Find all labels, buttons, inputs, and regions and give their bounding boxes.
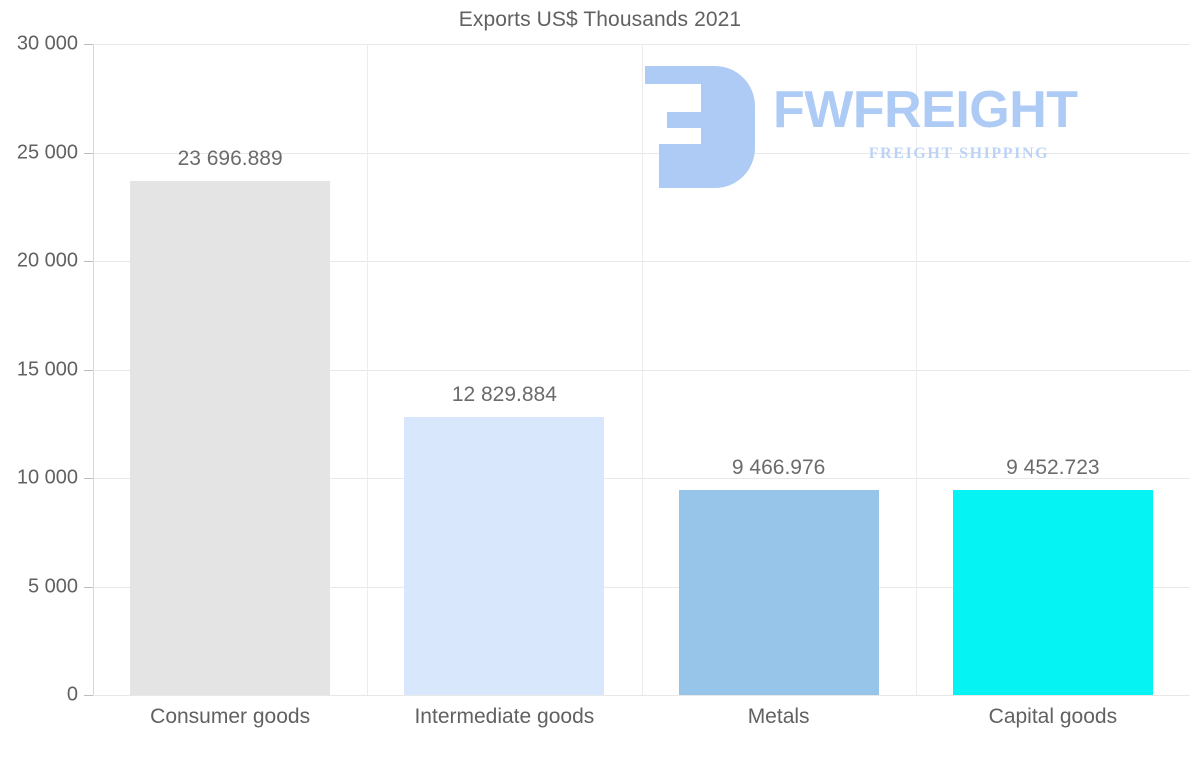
gridline-horizontal [93,261,1190,262]
y-axis-tick-label: 15 000 [16,358,78,380]
bar[interactable] [404,416,605,695]
gridline-horizontal [93,695,1190,696]
y-axis-tick-mark [84,695,93,696]
x-axis-category-label: Intermediate goods [414,705,595,728]
x-axis-category-label: Consumer goods [150,705,311,728]
bar[interactable] [130,180,331,695]
plot-area [93,44,1190,696]
y-axis-tick-label: 25 000 [16,141,78,163]
y-axis-tick-mark [84,261,93,262]
bar[interactable] [678,489,879,695]
y-axis-tick-mark [84,152,93,154]
y-axis-tick-mark [84,44,93,45]
y-axis-tick-label: 20 000 [16,249,78,272]
bar-value-label: 9 452.723 [1006,455,1100,479]
gridline-horizontal [93,152,1190,154]
y-axis-tick-mark [84,586,93,588]
gridline-horizontal [93,586,1190,588]
y-axis-tick-label: 5 000 [27,575,78,597]
bar[interactable] [952,489,1153,695]
gridline-vertical [367,44,368,695]
x-axis-category-label: Metals [747,705,810,728]
x-axis-category-label: Capital goods [988,705,1118,728]
gridline-vertical [916,44,917,695]
y-axis-tick-labels: 0 5 000 10 000 15 000 20 000 25 000 30 000 [0,0,78,763]
y-axis-tick-mark [84,369,93,371]
bar-value-label: 9 466.976 [731,455,826,479]
y-axis-tick-mark [84,478,93,479]
chart-title: Exports US$ Thousands 2021 [458,8,742,31]
y-axis-tick-label: 30 000 [16,32,78,55]
gridline-horizontal [93,478,1190,479]
gridline-vertical [642,44,643,695]
gridline-horizontal [93,369,1190,371]
bar-value-label: 23 696.889 [177,146,283,170]
gridline-horizontal [93,44,1190,45]
y-axis-tick-label: 0 [66,683,78,706]
y-axis-tick-label: 10 000 [16,466,78,489]
bar-value-label: 12 829.884 [451,382,557,406]
